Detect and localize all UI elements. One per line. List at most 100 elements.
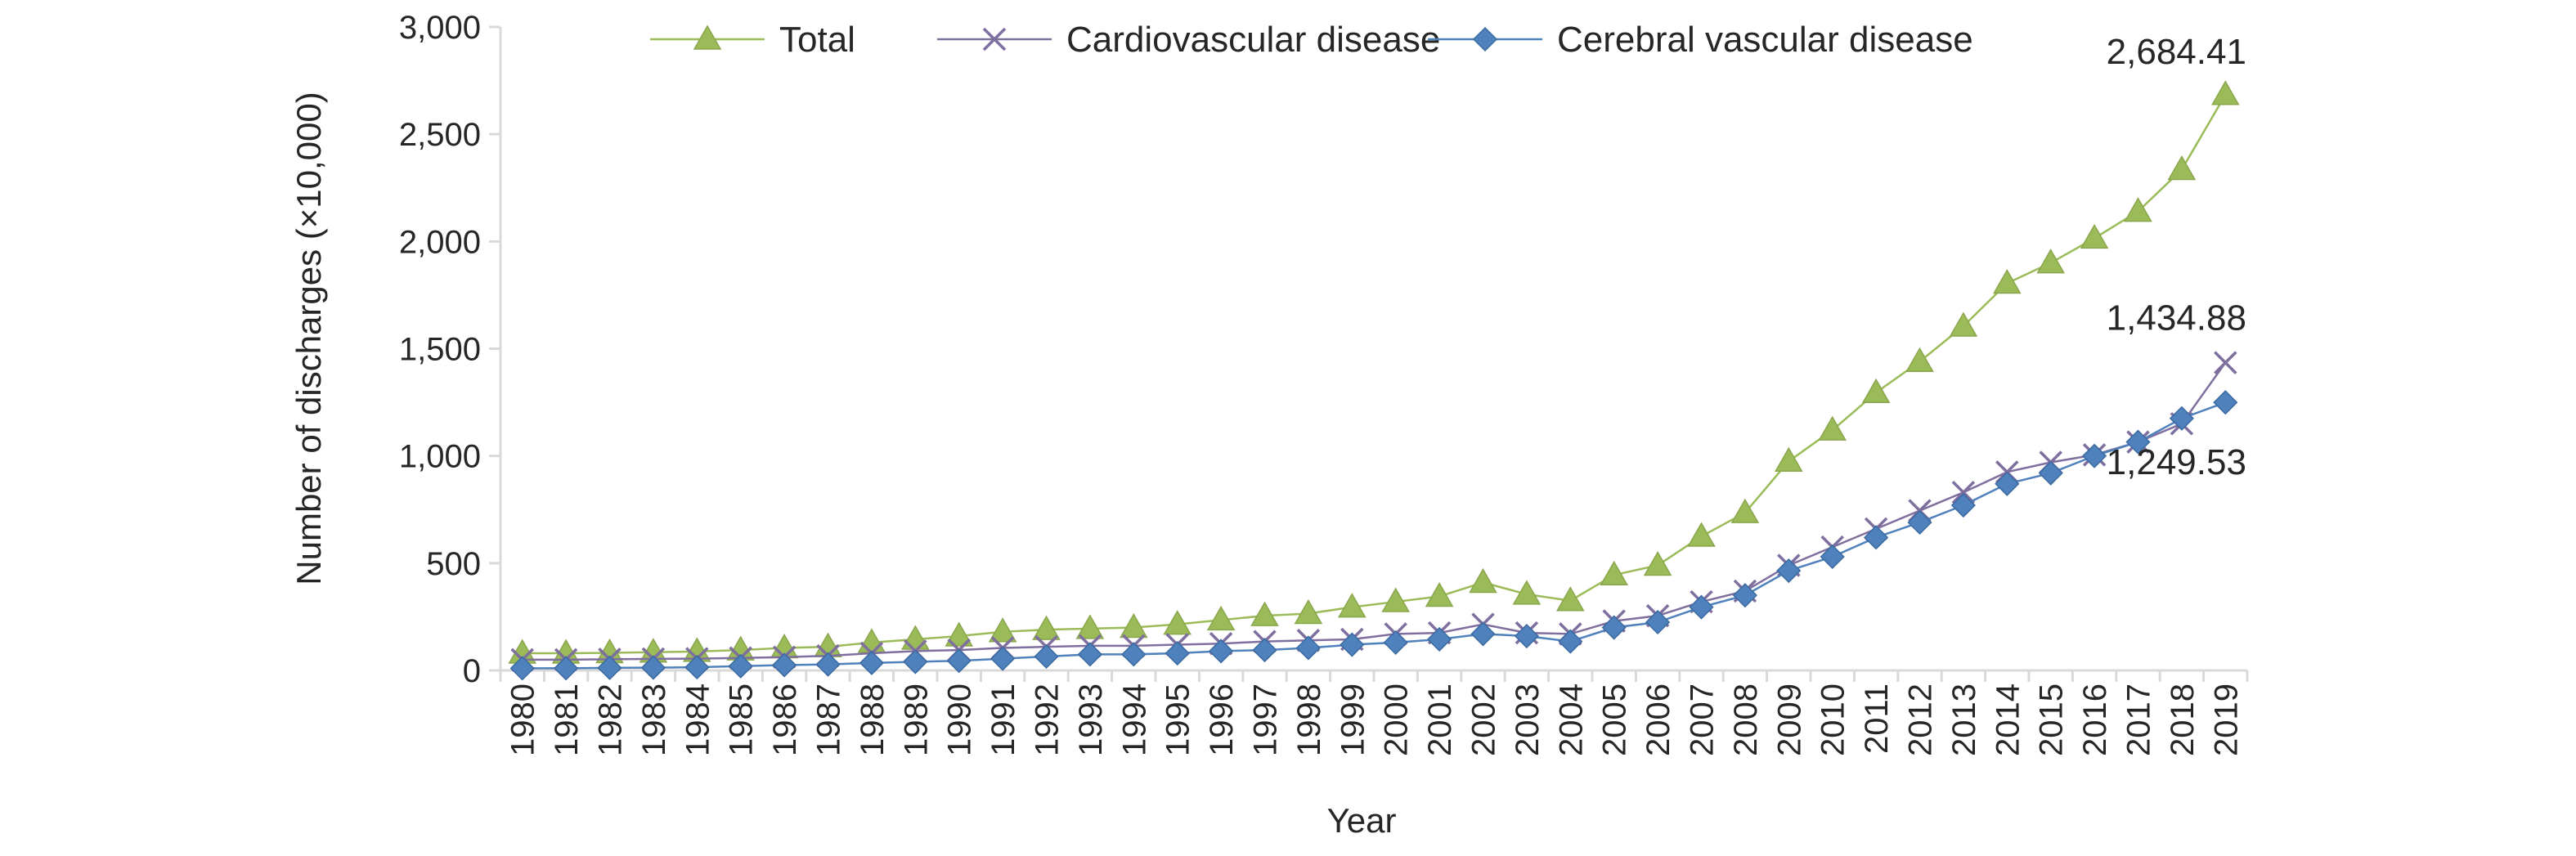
data-point-total [1120,613,1148,639]
data-point-cerebral-vascular-disease [1252,638,1277,663]
x-tick-label: 2008 [1728,683,1764,756]
data-point-cerebral-vascular-disease [728,653,753,679]
data-point-cerebral-vascular-disease [1995,471,2020,496]
x-tick-label: 1992 [1030,683,1066,756]
annotation-layer: 2,684.41 1,434.88 1,249.53 [2107,32,2246,482]
x-tick-label: 2005 [1597,683,1633,756]
data-label: 1,249.53 [2107,442,2246,482]
data-point-cerebral-vascular-disease [1209,639,1234,664]
data-point-total [1469,567,1497,594]
legend-marker [1472,26,1498,52]
data-label: 1,434.88 [2107,298,2246,338]
x-tick-label: 1984 [680,683,716,756]
data-point-cerebral-vascular-disease [1295,635,1321,661]
data-point-cerebral-vascular-disease [1732,583,1757,608]
x-tick-label: 2007 [1685,683,1721,756]
series-line-total [522,94,2227,655]
data-point-total [2036,249,2065,274]
data-point-cerebral-vascular-disease [1907,509,1932,536]
y-tick-label: 0 [463,653,481,689]
series-cerebral-vascular-disease [509,390,2238,681]
y-tick-label: 2,000 [399,224,481,260]
series-line-cerebral-vascular-disease [522,401,2226,670]
data-point-cerebral-vascular-disease [2125,429,2151,455]
data-point-cerebral-vascular-disease [1383,630,1408,655]
x-tick-label: 2006 [1640,683,1676,756]
x-tick-label: 1985 [724,683,760,756]
series-line-cardiovascular-disease [522,361,2227,661]
data-point-total [2124,197,2152,222]
data-point-cardiovascular-disease [2214,351,2237,374]
data-point-total [1993,268,2022,294]
legend-label: Total [779,20,855,60]
x-tick-label: 2013 [1946,683,1982,756]
data-point-total [1338,593,1367,618]
x-tick-label: 1994 [1116,683,1152,756]
legend-marker [693,25,722,50]
data-point-cerebral-vascular-disease [903,649,928,674]
data-point-cerebral-vascular-disease [597,655,622,680]
x-tick-label: 1995 [1160,683,1196,756]
data-point-total [1381,587,1410,612]
data-point-total [988,617,1017,643]
data-point-total [1818,415,1847,441]
x-tick-label: 2017 [2121,683,2157,756]
x-tick-label: 1996 [1204,683,1240,756]
x-tick-label: 1999 [1335,683,1371,756]
data-point-total [1775,446,1803,472]
legend-item-cardiovascular-disease: Cardiovascular disease [937,20,1440,60]
legend: Total Cardiovascular disease Cerebral vasc… [650,20,1973,60]
data-point-cerebral-vascular-disease [990,646,1016,671]
data-point-total [1643,550,1672,576]
data-point-total [1600,560,1628,586]
data-point-total [1425,581,1454,607]
data-point-total [1556,586,1585,612]
data-point-cerebral-vascular-disease [2038,460,2063,486]
x-tick-label: 1997 [1248,683,1284,756]
data-point-total [1949,311,1978,337]
x-tick-label: 2003 [1510,683,1546,756]
x-tick-label: 1993 [1073,683,1109,756]
x-axis-ticks: 1980 1981 1982 1983 1984 1985 1986 1987 1988 1989… [499,670,2249,756]
data-point-cerebral-vascular-disease [1427,626,1452,652]
data-point-cerebral-vascular-disease [1689,594,1714,620]
data-point-cerebral-vascular-disease [1645,609,1671,635]
data-point-total [1032,615,1061,640]
data-point-cerebral-vascular-disease [640,655,666,680]
data-point-total [1730,498,1760,523]
y-axis-ticks: 0 500 1,000 1,500 2,000 2,500 3,000 [399,10,500,689]
data-point-cardiovascular-disease [1951,481,1976,504]
y-tick-label: 1,500 [399,332,481,368]
series-total [508,80,2240,664]
x-tick-label: 1983 [636,683,672,756]
data-point-total [2167,155,2197,181]
legend-marker [982,27,1007,52]
x-tick-label: 1982 [593,683,629,756]
y-tick-label: 1,000 [399,439,481,475]
y-tick-label: 3,000 [399,10,481,46]
data-point-total [1687,522,1716,547]
data-point-cerebral-vascular-disease [1514,623,1539,649]
x-tick-label: 1990 [942,683,978,756]
x-tick-label: 2016 [2077,683,2113,756]
series-layer [508,80,2240,681]
data-point-total [1861,378,1891,404]
legend-label: Cerebral vascular disease [1557,20,1973,60]
data-point-cerebral-vascular-disease [2082,443,2107,468]
data-point-total [1075,614,1105,639]
data-point-total [1206,605,1236,631]
data-point-cerebral-vascular-disease [1558,629,1583,654]
data-point-total [2080,223,2109,249]
data-point-cerebral-vascular-disease [1077,642,1102,667]
data-point-cerebral-vascular-disease [772,652,797,678]
data-point-total [1512,580,1542,605]
x-tick-label: 1991 [985,683,1021,756]
x-tick-label: 2019 [2208,683,2244,756]
data-point-total [1250,601,1279,626]
data-point-cerebral-vascular-disease [554,656,579,681]
data-point-total [945,621,973,647]
x-tick-label: 1989 [898,683,934,756]
x-tick-label: 2010 [1815,683,1851,756]
data-point-cerebral-vascular-disease [1601,615,1627,640]
